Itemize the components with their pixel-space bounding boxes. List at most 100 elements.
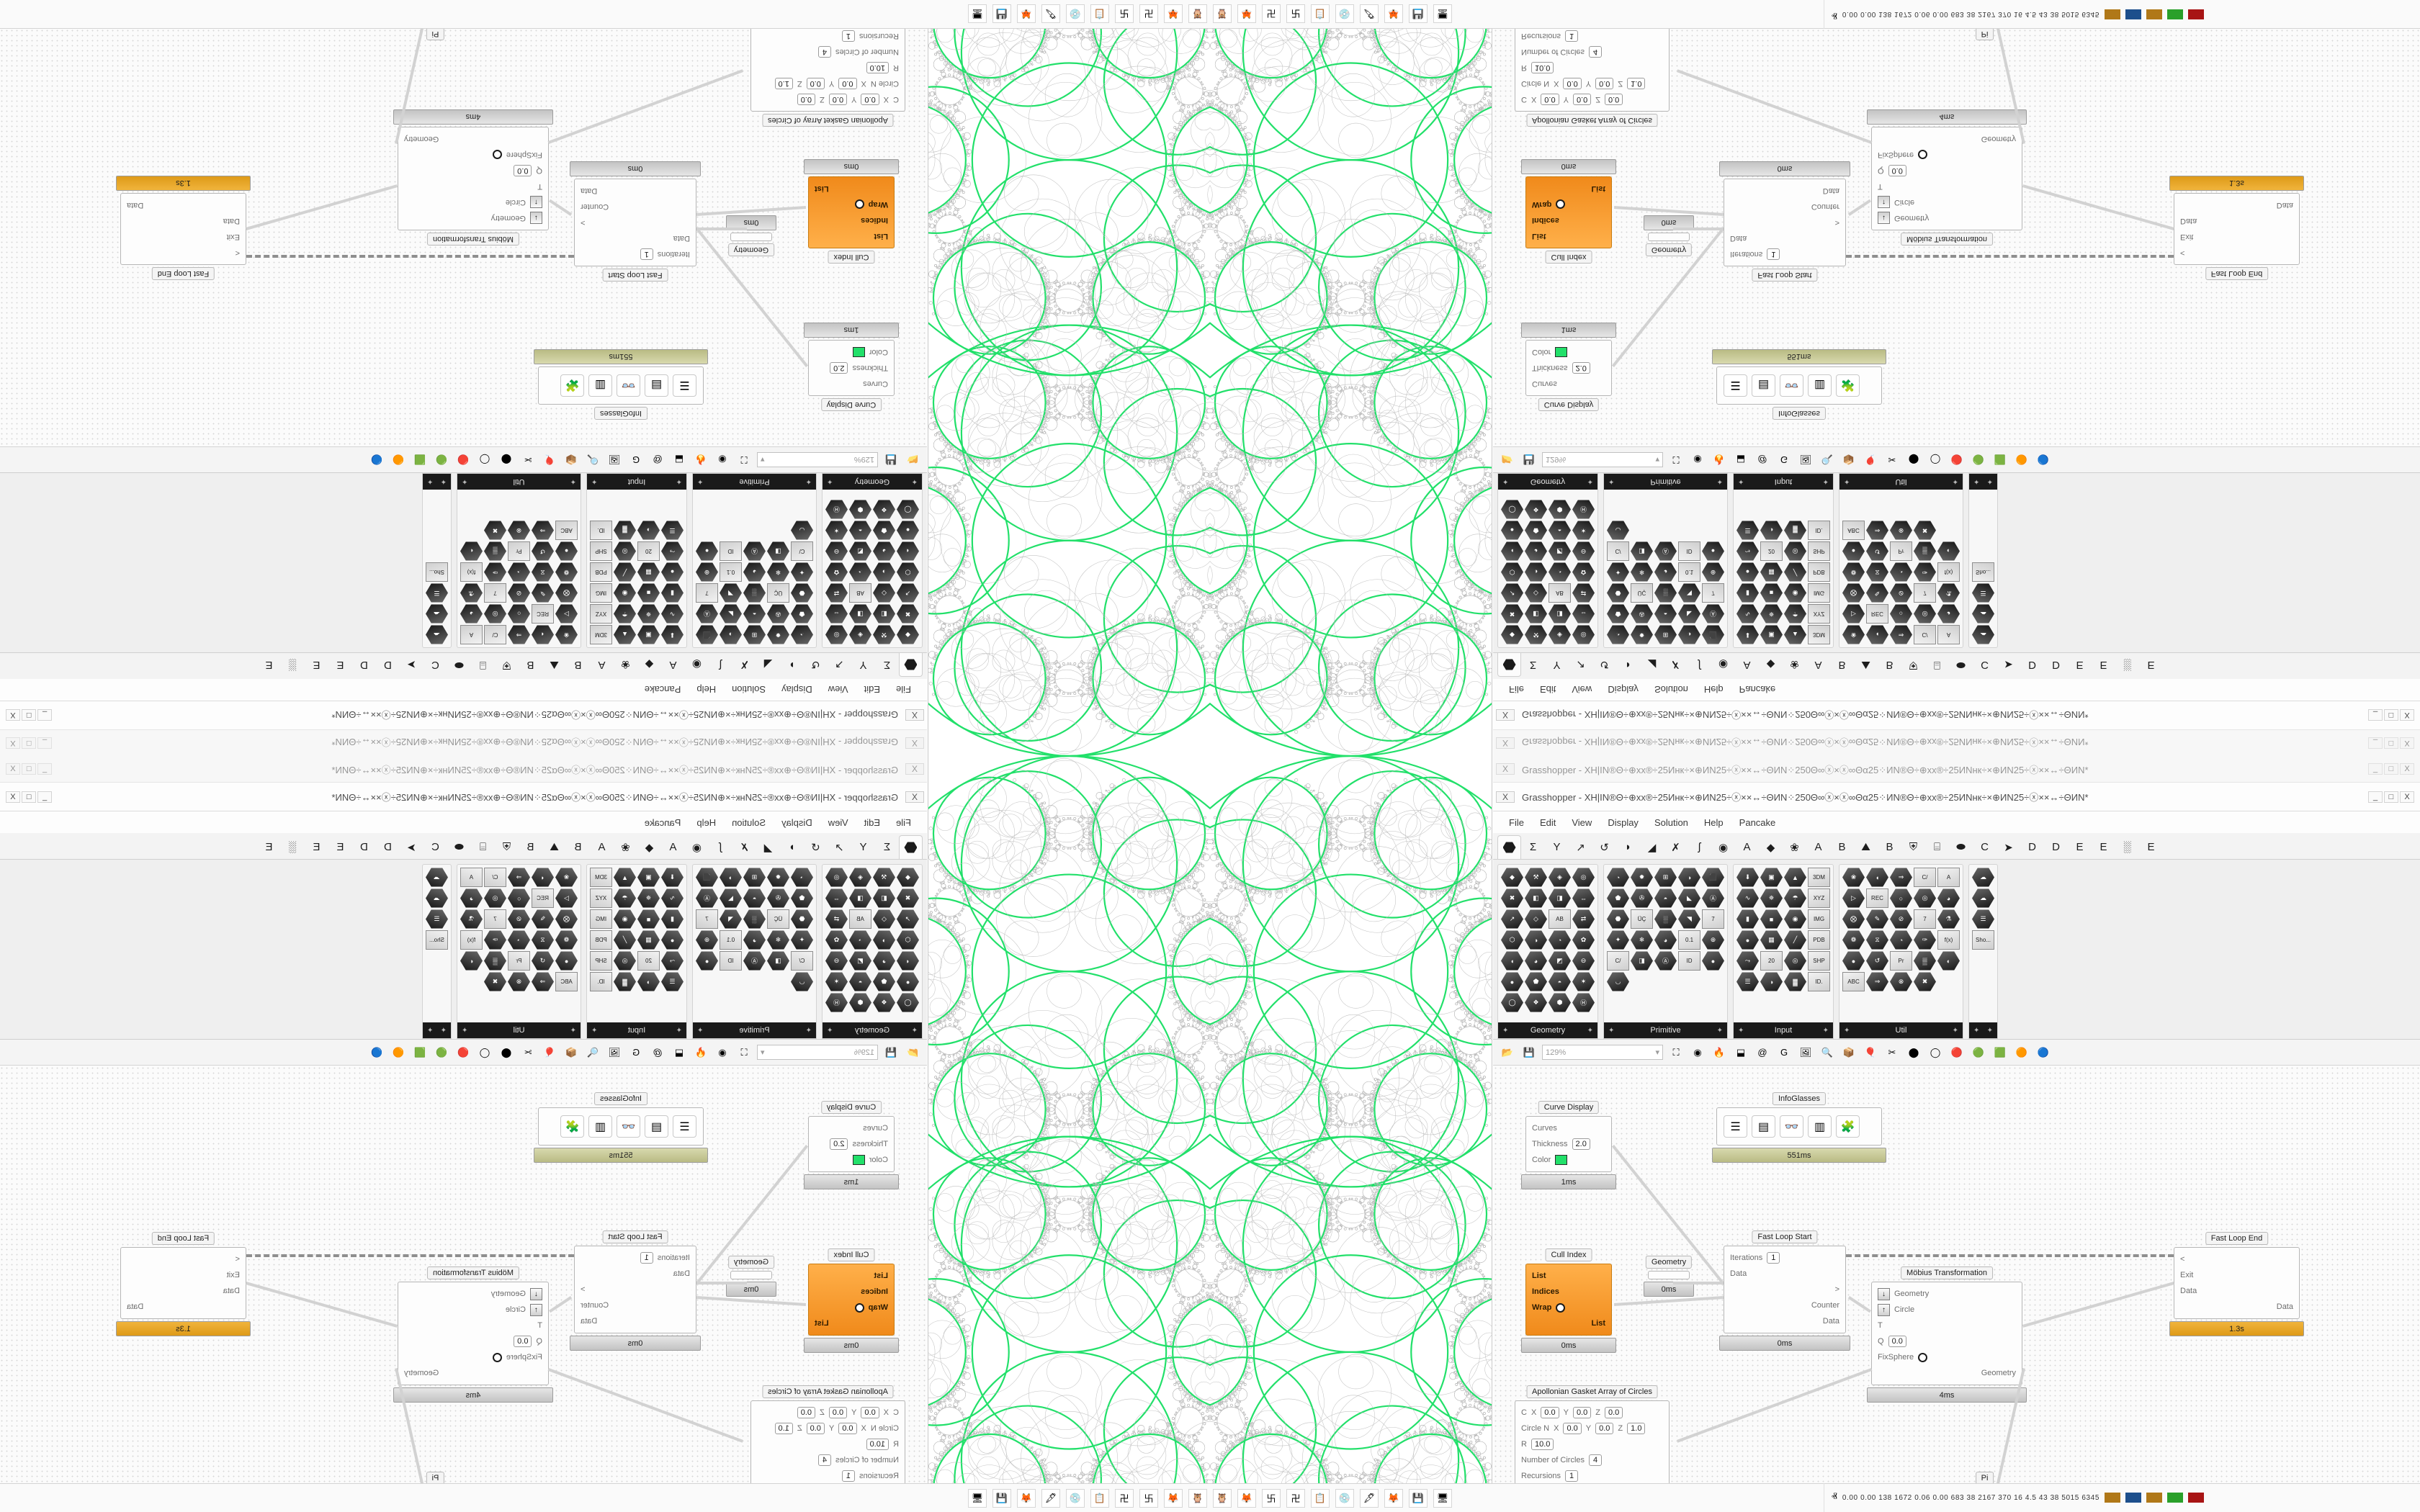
ribbon-icon-1-6[interactable]: ✇	[767, 604, 789, 624]
ribbon-icon-4-1[interactable]: ☁	[426, 888, 448, 908]
ribbon-tab-strip[interactable]: Σ Υ ↗ ↺ ◗ ◢ ✗ ʃ ◉ A ◆ ❀ A B ⛰ B ⛨ ⌸ ⬬ C ➤ D D E E ░ E	[1493, 652, 2420, 679]
taskbar-maze1-icon[interactable]: 卐	[1139, 4, 1158, 24]
graft-icon[interactable]: ↑	[530, 1303, 542, 1316]
sphere-red-icon[interactable]: 🔴	[1948, 451, 1966, 469]
param-value[interactable]: 0.0	[1563, 78, 1582, 89]
ribbon-icon-0-2[interactable]: ◈	[1549, 868, 1571, 887]
stack-icon[interactable]: ▥	[1808, 374, 1832, 397]
ribbon-icon-2-1[interactable]: ▣	[1760, 868, 1783, 887]
input-toggle[interactable]	[854, 199, 864, 210]
ribbon-icon-3-4[interactable]: A	[460, 625, 483, 644]
ribbon-icon-2-6[interactable]: ☂	[1784, 888, 1806, 908]
taskbar-dvd-icon[interactable]: 💿	[1066, 1488, 1085, 1508]
infoglasses-buttons[interactable]: ☰ ▤ 👓 ▥ 🧩	[1717, 371, 1881, 400]
ribbon-icon-2-8[interactable]: ▮	[661, 909, 684, 929]
ribbon-icon-1-2[interactable]: ⊞	[743, 868, 766, 887]
tab-blob[interactable]: ⬬	[1949, 835, 1973, 859]
ribbon-tab-strip[interactable]: Σ Υ ↗ ↺ ◗ ◢ ✗ ʃ ◉ A ◆ ❀ A B ⛰ B ⛨ ⌸ ⬬ C ➤ D D E E ░ E	[1493, 833, 2420, 860]
ribbon-icon-3-19[interactable]: f(x)	[1937, 562, 1960, 582]
puzzle-icon[interactable]: 🧩	[1836, 1115, 1860, 1138]
ribbon-icon-2-11[interactable]: IMG	[1808, 909, 1830, 929]
ribbon-icon-4-2[interactable]: ☰	[1972, 583, 1994, 603]
ribbon-icon-3-18[interactable]: ✑	[1914, 562, 1936, 582]
preview-icon[interactable]: ◉	[714, 1044, 731, 1061]
ribbon-icon-2-20[interactable]: ☰	[1736, 521, 1759, 540]
param-value[interactable]: 1.0	[1627, 78, 1646, 89]
ribbon-icon-3-1[interactable]: ◖	[532, 868, 554, 887]
close-button[interactable]: X	[2400, 737, 2414, 749]
ribbon-icon-2-22[interactable]: ▓	[614, 972, 636, 991]
node-body[interactable]: Curves Thickness 2.0 Color	[808, 340, 895, 396]
tab-d2[interactable]: D	[352, 653, 376, 677]
save-icon[interactable]: 💾	[882, 1044, 900, 1061]
ribbon-icon-1-6[interactable]: ✇	[1631, 604, 1653, 624]
ribbon-icon-1-1[interactable]: ✹	[767, 868, 789, 887]
ribbon-panels[interactable]: ◆ ⚒ ◈ ◎ ✖ ◧ ◨ ⇔ ↗ ◇ AB ⇄ ⬡ ◑ ◔ ✿ ◖ ◕ ◩ ⊖ ● ⬟ ◓ ✶ ◯ ❖ ⬢ Ⓗ ✦ Geometry ✦ ◔…	[0, 472, 927, 652]
puzzle-icon[interactable]: 🧩	[1836, 374, 1860, 397]
ribbon-icon-0-11[interactable]: ⇄	[825, 583, 848, 603]
menu-item-help[interactable]: Help	[696, 685, 716, 696]
taskbar-top[interactable]: 🖥 💾 🦊 🖋 💿 📋 卍卐 🦊 🦉 🦉 🦊 卐卍 📋 💿 🖋 🦊 💾 🖥 ⱏ 0.00 0.00 138 1672 …	[0, 0, 2420, 29]
tab-display[interactable]: ◉	[685, 835, 709, 859]
tab-blob[interactable]: ⬬	[447, 653, 471, 677]
node-body[interactable]: ☰ ▤ 👓 ▥ 🧩	[1716, 366, 1882, 405]
ribbon-icon-2-5[interactable]: ✵	[637, 604, 660, 624]
taskbar-maze2-icon[interactable]: 卍	[1115, 1488, 1134, 1508]
param-value[interactable]: 0.0	[828, 1407, 848, 1418]
tab-a2[interactable]: A	[590, 835, 614, 859]
menu-item-file[interactable]: File	[1509, 685, 1524, 696]
ribbon-icon-3-9[interactable]: ◕	[1937, 888, 1960, 908]
chevron-down-icon[interactable]: ▾	[1655, 1048, 1659, 1057]
save-icon[interactable]: 💾	[1520, 451, 1538, 469]
ribbon-icon-0-17[interactable]: ◕	[1525, 951, 1547, 971]
screenshot-icon[interactable]: 🖼	[1797, 451, 1814, 469]
ribbon-icon-0-3[interactable]: ◎	[825, 625, 848, 644]
ribbon-icon-3-5[interactable]: ▷	[555, 604, 578, 624]
ribbon-icon-2-18[interactable]: ◎	[1784, 951, 1806, 971]
tab-d1[interactable]: D	[2020, 835, 2044, 859]
ribbon-icon-0-0[interactable]: ◆	[1501, 625, 1523, 644]
expand-icon-right[interactable]: ✦	[827, 478, 833, 486]
expand-icon-right[interactable]: ✦	[1987, 1027, 1993, 1035]
param-value[interactable]: 0.0	[828, 94, 848, 105]
expand-icon-right[interactable]: ✦	[1953, 478, 1958, 486]
taskbar-dvd-icon[interactable]: 💿	[1066, 4, 1085, 24]
param-value[interactable]: 1	[1565, 1470, 1579, 1482]
node-body[interactable]: ↓ Geometry ↑ Circle T Q 0.0 FixSphere Geometry	[1871, 127, 2022, 230]
tab-transform[interactable]: ʃ	[1688, 835, 1711, 859]
ribbon-icon-3-25[interactable]: ABC	[1842, 972, 1865, 991]
sphere-red-icon[interactable]: 🔴	[454, 451, 472, 469]
tab-grid[interactable]: ⌸	[471, 835, 495, 859]
expand-icon[interactable]: ✦	[806, 1027, 812, 1035]
expand-icon[interactable]: ✦	[912, 478, 918, 486]
ribbon-icon-3-12[interactable]: ⊘	[508, 909, 530, 929]
list-icon[interactable]: ☰	[1724, 374, 1747, 397]
input-value[interactable]: 1	[1767, 248, 1780, 260]
search-icon[interactable]: 🔍	[584, 1044, 601, 1061]
taskbar-maze1-icon[interactable]: 卐	[1262, 4, 1281, 24]
taskbar-owl-icon[interactable]: 🦉	[1188, 4, 1207, 24]
ribbon-icon-3-24[interactable]: ◐	[1937, 541, 1960, 561]
tab-intersect[interactable]: ✗	[732, 835, 756, 859]
ribbon-icon-2-7[interactable]: XYZ	[1808, 604, 1830, 624]
sphere-teal-icon[interactable]: 🟢	[433, 451, 450, 469]
ribbon-icon-2-21[interactable]: ◑	[1760, 521, 1783, 540]
tab-terrain[interactable]: ⛰	[1854, 835, 1878, 859]
tab-e1[interactable]: E	[328, 653, 352, 677]
ribbon-icon-1-4[interactable]: ⬛	[1702, 868, 1724, 887]
ribbon-icon-0-24[interactable]: ◯	[897, 993, 919, 1012]
expand-icon[interactable]: ✦	[806, 478, 812, 486]
ribbon-icon-0-18[interactable]: ◩	[849, 951, 871, 971]
zoom-combo[interactable]: 129% ▾	[757, 452, 878, 467]
ribbon-icon-3-15[interactable]: ❁	[555, 930, 578, 950]
color-swatch[interactable]	[852, 1155, 865, 1165]
ribbon-icon-3-20[interactable]: ●	[555, 541, 578, 561]
ribbon-icon-0-23[interactable]: ✶	[825, 521, 848, 540]
ribbon-panels[interactable]: ◆ ⚒ ◈ ◎ ✖ ◧ ◨ ⇔ ↗ ◇ AB ⇄ ⬡ ◑ ◔ ✿ ◖ ◕ ◩ ⊖ ● ⬟ ◓ ✶ ◯ ❖ ⬢ Ⓗ ✦ Geometry ✦ ◔…	[0, 860, 927, 1040]
ribbon-icon-0-18[interactable]: ◩	[849, 541, 871, 561]
ribbon-icon-0-1[interactable]: ⚒	[1525, 868, 1547, 887]
ribbon-icon-1-9[interactable]: Ⓐ	[1702, 888, 1724, 908]
ribbon-icon-3-24[interactable]: ◐	[460, 541, 483, 561]
ribbon-icon-2-7[interactable]: XYZ	[590, 604, 612, 624]
ribbon-icon-3-11[interactable]: ✎	[1866, 583, 1888, 603]
